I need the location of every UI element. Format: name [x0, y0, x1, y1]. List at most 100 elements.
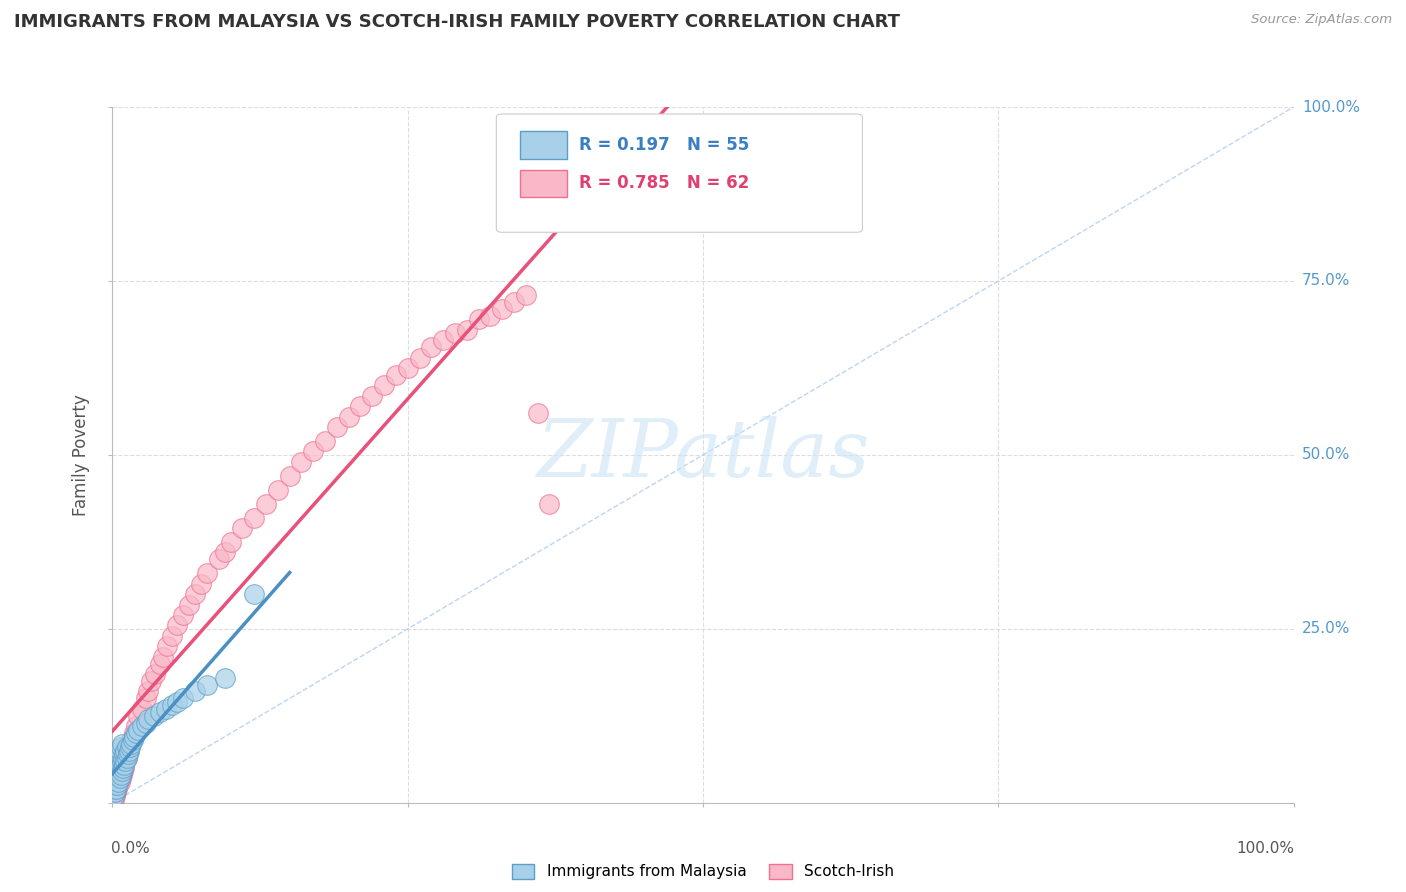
Point: [479, 309, 502, 323]
Point: [110, 757, 132, 772]
Point: [243, 587, 266, 601]
Point: [107, 747, 129, 761]
Point: [104, 789, 127, 803]
Point: [131, 719, 153, 733]
Point: [104, 778, 127, 792]
Point: [104, 754, 127, 768]
Point: [143, 667, 166, 681]
Point: [152, 649, 174, 664]
Text: R = 0.785   N = 62: R = 0.785 N = 62: [579, 174, 749, 192]
Point: [115, 740, 138, 755]
Point: [108, 775, 131, 789]
Point: [432, 333, 454, 347]
FancyBboxPatch shape: [520, 131, 567, 159]
Point: [396, 360, 419, 375]
Point: [108, 761, 131, 775]
Point: [172, 607, 194, 622]
Point: [190, 576, 212, 591]
Point: [108, 744, 131, 758]
Point: [112, 757, 135, 772]
Point: [105, 778, 128, 792]
Y-axis label: Family Poverty: Family Poverty: [72, 394, 90, 516]
Point: [105, 768, 128, 782]
Point: [112, 761, 135, 775]
Point: [107, 775, 129, 789]
Point: [105, 750, 128, 764]
Point: [114, 754, 136, 768]
FancyBboxPatch shape: [520, 169, 567, 197]
Point: [103, 792, 125, 806]
Point: [314, 434, 336, 448]
Point: [526, 406, 548, 420]
Point: [408, 351, 430, 365]
Text: IMMIGRANTS FROM MALAYSIA VS SCOTCH-IRISH FAMILY POVERTY CORRELATION CHART: IMMIGRANTS FROM MALAYSIA VS SCOTCH-IRISH…: [14, 13, 900, 31]
Point: [110, 740, 132, 755]
Point: [103, 761, 125, 775]
Point: [111, 768, 134, 782]
Point: [172, 691, 194, 706]
Text: ZIPatlas: ZIPatlas: [536, 417, 870, 493]
Point: [114, 744, 136, 758]
Point: [125, 719, 148, 733]
Point: [104, 768, 127, 782]
Point: [105, 772, 128, 786]
Point: [107, 778, 129, 792]
Point: [120, 737, 142, 751]
Point: [515, 288, 537, 302]
Point: [179, 598, 201, 612]
Point: [136, 712, 159, 726]
Point: [456, 323, 478, 337]
Point: [110, 768, 132, 782]
Point: [337, 409, 360, 424]
Point: [420, 340, 443, 354]
Point: [160, 698, 183, 713]
Point: [538, 497, 561, 511]
Point: [105, 781, 128, 796]
Point: [361, 389, 384, 403]
Point: [111, 754, 134, 768]
Point: [385, 368, 408, 382]
Point: [136, 684, 159, 698]
Point: [105, 781, 128, 796]
Point: [219, 535, 242, 549]
Point: [117, 747, 139, 761]
Point: [184, 587, 207, 601]
Point: [155, 702, 177, 716]
Point: [120, 740, 142, 755]
Legend: Immigrants from Malaysia, Scotch-Irish: Immigrants from Malaysia, Scotch-Irish: [505, 857, 901, 886]
Point: [111, 737, 134, 751]
Point: [373, 378, 395, 392]
Point: [131, 702, 153, 716]
Point: [290, 455, 312, 469]
Text: 75.0%: 75.0%: [1302, 274, 1350, 288]
Point: [114, 754, 136, 768]
Point: [326, 420, 349, 434]
Point: [278, 468, 301, 483]
Point: [118, 744, 141, 758]
Point: [149, 657, 172, 671]
Point: [112, 750, 135, 764]
Point: [214, 545, 236, 559]
Point: [104, 785, 127, 799]
Point: [208, 552, 231, 566]
Point: [107, 764, 129, 779]
Point: [111, 764, 134, 779]
Point: [160, 629, 183, 643]
Point: [349, 399, 371, 413]
Text: R = 0.197   N = 55: R = 0.197 N = 55: [579, 136, 749, 154]
Point: [302, 444, 325, 458]
Point: [444, 326, 467, 340]
Point: [195, 566, 218, 581]
Point: [120, 733, 142, 747]
Text: 100.0%: 100.0%: [1302, 100, 1360, 114]
Point: [149, 706, 172, 720]
Point: [491, 301, 513, 316]
Point: [122, 726, 145, 740]
Point: [135, 691, 157, 706]
Point: [115, 750, 138, 764]
Point: [125, 726, 148, 740]
Point: [105, 785, 128, 799]
Point: [184, 684, 207, 698]
Point: [122, 730, 145, 744]
Point: [127, 708, 149, 723]
